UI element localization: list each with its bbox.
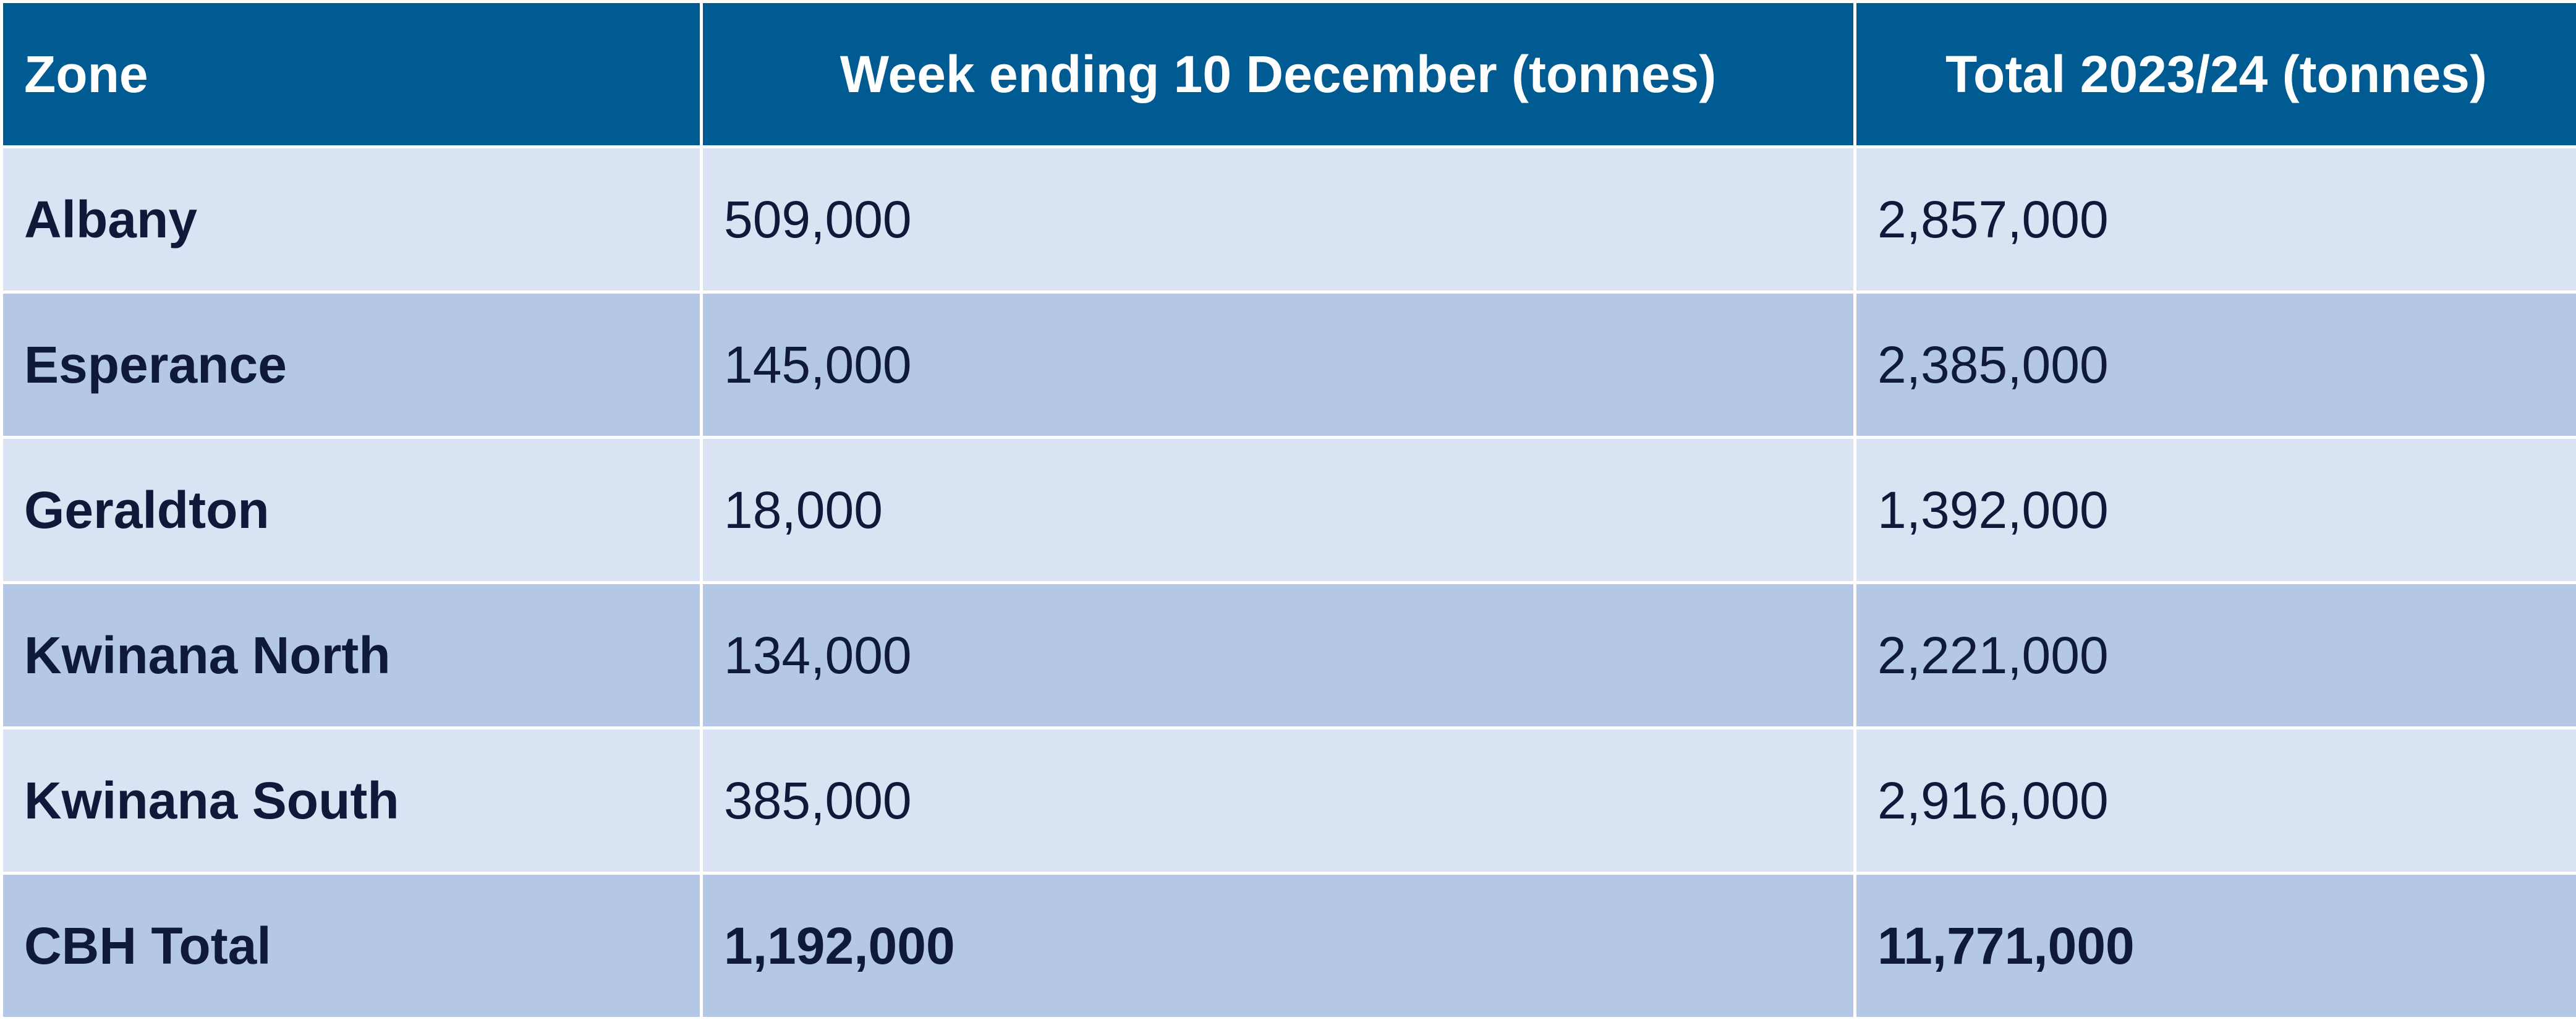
zone-cell: CBH Total xyxy=(2,873,702,1019)
value-cell: 11,771,000 xyxy=(1855,873,2576,1019)
value-cell: 145,000 xyxy=(702,292,1855,438)
zone-cell: Esperance xyxy=(2,292,702,438)
value-cell: 2,385,000 xyxy=(1855,292,2576,438)
value-cell: 509,000 xyxy=(702,147,1855,292)
zone-cell: Albany xyxy=(2,147,702,292)
value-cell: 385,000 xyxy=(702,728,1855,873)
value-cell: 18,000 xyxy=(702,438,1855,583)
value-cell: 1,392,000 xyxy=(1855,438,2576,583)
value-cell: 2,221,000 xyxy=(1855,583,2576,728)
value-cell: 2,857,000 xyxy=(1855,147,2576,292)
zone-cell: Kwinana North xyxy=(2,583,702,728)
zone-cell: Geraldton xyxy=(2,438,702,583)
header-cell: Total 2023/24 (tonnes) xyxy=(1855,2,2576,147)
header-cell: Zone xyxy=(2,2,702,147)
header-cell: Week ending 10 December (tonnes) xyxy=(702,2,1855,147)
value-cell: 1,192,000 xyxy=(702,873,1855,1019)
value-cell: 134,000 xyxy=(702,583,1855,728)
value-cell: 2,916,000 xyxy=(1855,728,2576,873)
zone-cell: Kwinana South xyxy=(2,728,702,873)
